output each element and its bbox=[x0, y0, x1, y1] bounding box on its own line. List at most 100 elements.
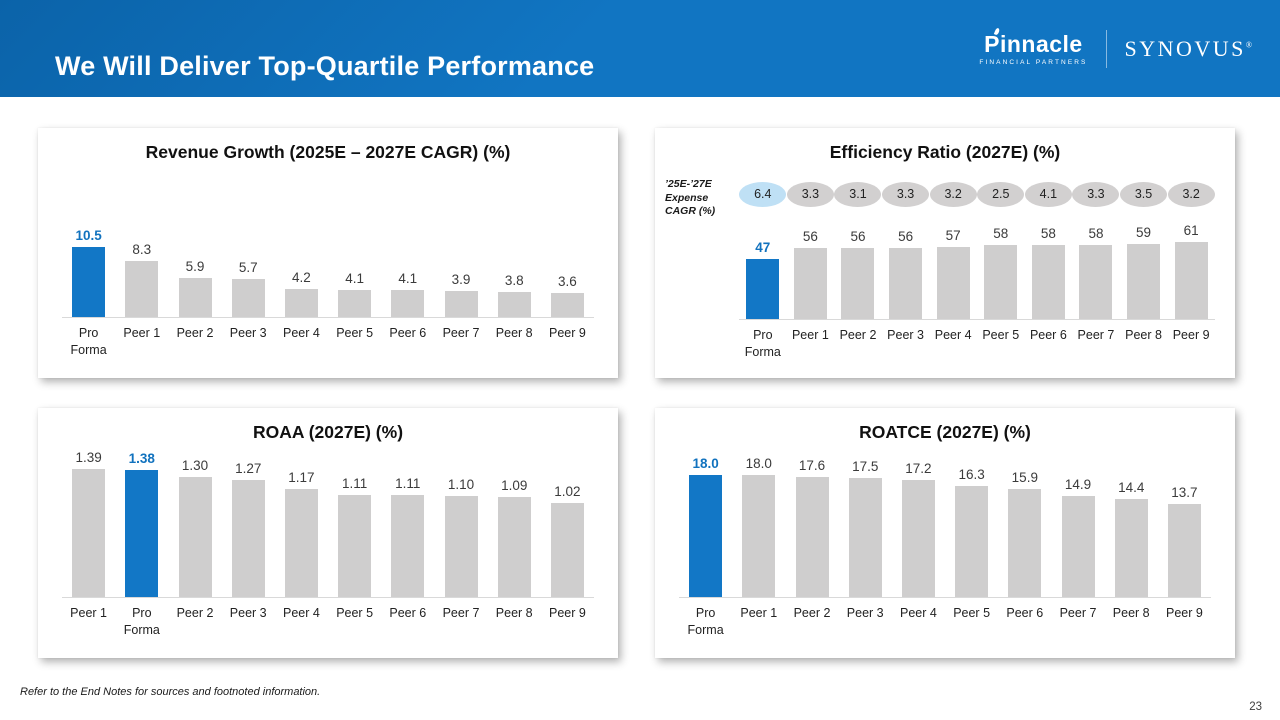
synovus-wordmark: SYNOVUS bbox=[1124, 36, 1246, 61]
category-label: Pro Forma bbox=[70, 326, 107, 357]
category-label: Peer 3 bbox=[229, 606, 267, 620]
peer-bar bbox=[178, 277, 212, 317]
peer-bar bbox=[742, 474, 776, 597]
category-label: Peer 9 bbox=[549, 606, 586, 620]
bar-slot: 4.1 bbox=[381, 270, 434, 317]
bar-value-label: 56 bbox=[802, 228, 818, 244]
logo-lockup: Pinnacle FINANCIAL PARTNERS SYNOVUS® bbox=[979, 27, 1252, 68]
bar-slot: 1.02 bbox=[541, 484, 594, 597]
x-axis-line bbox=[739, 319, 1215, 320]
peer-bar bbox=[284, 489, 318, 597]
pinnacle-subtitle: FINANCIAL PARTNERS bbox=[979, 58, 1088, 66]
bar-slot: 3.9 bbox=[434, 272, 487, 317]
bar-slot: 1.17 bbox=[275, 470, 328, 597]
bar-slot: 14.4 bbox=[1105, 480, 1158, 597]
bar-value-label: 61 bbox=[1183, 222, 1199, 238]
bar-slot: 5.9 bbox=[168, 258, 221, 317]
category-label: Peer 5 bbox=[336, 326, 374, 340]
peer-bar bbox=[178, 477, 212, 597]
expense-cagr-pill: 3.2 bbox=[929, 181, 977, 207]
efficiency-ratio-chart: Efficiency Ratio (2027E) (%) ’25E-’27E E… bbox=[655, 128, 1235, 378]
peer-bar bbox=[550, 503, 584, 597]
bar-value-label: 1.17 bbox=[288, 470, 315, 486]
category-label: Peer 5 bbox=[982, 328, 1020, 342]
pill-slot: 3.3 bbox=[882, 181, 930, 207]
peer-bar bbox=[1114, 499, 1148, 597]
category-label: Peer 2 bbox=[839, 328, 877, 342]
bar-slot: 1.39 bbox=[62, 450, 115, 597]
bar-value-label: 1.11 bbox=[395, 475, 421, 491]
category-labels: Peer 1 Pro Forma Peer 2 Peer 3 Peer 4 Peer 5 P… bbox=[62, 605, 594, 639]
bar-slot: 15.9 bbox=[998, 470, 1051, 597]
bar-value-label: 13.7 bbox=[1171, 484, 1198, 500]
category-label: Peer 9 bbox=[1166, 606, 1203, 620]
peer-bar bbox=[125, 261, 159, 317]
category-label: Peer 1 bbox=[740, 606, 778, 620]
bar-value-label: 8.3 bbox=[132, 242, 152, 258]
peer-bar bbox=[444, 290, 478, 317]
chart-body: 10.5 8.3 5.9 5.7 4.2 4.1 4.1 3.9 3.8 3.6 Pro Form… bbox=[38, 167, 618, 359]
revenue-growth-chart: Revenue Growth (2025E – 2027E CAGR) (%) … bbox=[38, 128, 618, 378]
bar-slot: 58 bbox=[977, 226, 1025, 319]
peer-bar bbox=[795, 477, 829, 597]
bar-value-label: 57 bbox=[945, 227, 961, 243]
pill-slot: 6.4 bbox=[739, 181, 787, 207]
category-label: Peer 7 bbox=[1059, 606, 1097, 620]
pill-slot: 4.1 bbox=[1024, 181, 1073, 207]
category-label: Peer 4 bbox=[282, 606, 320, 620]
bar-value-label: 5.9 bbox=[185, 258, 205, 274]
category-label: Peer 4 bbox=[899, 606, 937, 620]
category-label: Peer 3 bbox=[887, 328, 924, 342]
footnote: Refer to the End Notes for sources and f… bbox=[20, 686, 321, 698]
category-label: Peer 7 bbox=[1077, 328, 1115, 342]
expense-cagr-pill: 3.1 bbox=[834, 181, 882, 207]
expense-cagr-label: ’25E-’27E Expense CAGR (%) bbox=[665, 178, 716, 218]
expense-cagr-pills: 6.4 3.3 3.1 3.3 3.2 2.5 4.1 3.3 3.5 3.2 bbox=[739, 181, 1215, 207]
bar-value-label: 1.09 bbox=[501, 477, 528, 493]
category-label: Peer 6 bbox=[1029, 328, 1067, 342]
peer-bar bbox=[497, 291, 531, 317]
bar-slot: 47 bbox=[739, 240, 787, 319]
category-label: Peer 1 bbox=[123, 326, 161, 340]
category-label: Peer 2 bbox=[176, 606, 214, 620]
bar-slot: 1.11 bbox=[381, 476, 434, 597]
bar-slot: 56 bbox=[882, 229, 930, 319]
bar-slot: 1.11 bbox=[328, 476, 381, 597]
peer-bar bbox=[338, 494, 372, 597]
bar-slot: 59 bbox=[1120, 225, 1168, 319]
peer-bar bbox=[955, 486, 989, 597]
category-label: Peer 5 bbox=[953, 606, 991, 620]
peer-bar bbox=[793, 247, 827, 319]
peer-bar bbox=[72, 469, 106, 597]
bar-slot: 18.0 bbox=[679, 456, 732, 597]
category-labels: Pro Forma Peer 1 Peer 2 Peer 3 Peer 4 Peer 5 P… bbox=[679, 605, 1211, 639]
peer-bar bbox=[391, 289, 425, 317]
bar-value-label: 15.9 bbox=[1011, 469, 1038, 485]
category-label: Peer 4 bbox=[282, 326, 320, 340]
bar-value-label: 47 bbox=[755, 240, 771, 256]
pill-slot: 3.2 bbox=[929, 181, 977, 207]
bar-value-label: 17.2 bbox=[905, 461, 932, 476]
highlight-bar bbox=[689, 474, 723, 597]
bar-slot: 17.2 bbox=[892, 461, 945, 597]
chart-body: 6.4 3.3 3.1 3.3 3.2 2.5 4.1 3.3 3.5 3.2 47 56 56 56 5… bbox=[655, 181, 1235, 361]
category-label: Peer 9 bbox=[549, 326, 586, 340]
category-label: Peer 6 bbox=[389, 606, 427, 620]
category-label: Peer 3 bbox=[229, 326, 267, 340]
chart-title: ROAA (2027E) (%) bbox=[252, 422, 404, 442]
chart-title: ROATCE (2027E) (%) bbox=[859, 422, 1031, 442]
bar-value-label: 58 bbox=[1040, 226, 1056, 242]
chart-body: 1.39 1.38 1.30 1.27 1.17 1.11 1.11 1.10 1.09 1.02… bbox=[38, 447, 618, 639]
bar-value-label: 1.38 bbox=[128, 451, 155, 466]
pill-slot: 3.3 bbox=[1072, 181, 1120, 207]
bar-slot: 17.6 bbox=[785, 458, 838, 597]
bar-slot: 5.7 bbox=[222, 260, 275, 317]
bar-value-label: 4.1 bbox=[398, 270, 418, 286]
bar-value-label: 10.5 bbox=[75, 227, 102, 243]
bar-slot: 58 bbox=[1072, 226, 1120, 319]
bar-value-label: 17.6 bbox=[798, 458, 826, 474]
pinnacle-wordmark: Pinnacle bbox=[984, 30, 1083, 57]
roaa-chart: ROAA (2027E) (%) 1.39 1.38 1.30 1.27 1.17 1.1… bbox=[38, 408, 618, 658]
peer-bar bbox=[550, 292, 584, 317]
peer-bar bbox=[1031, 245, 1065, 319]
